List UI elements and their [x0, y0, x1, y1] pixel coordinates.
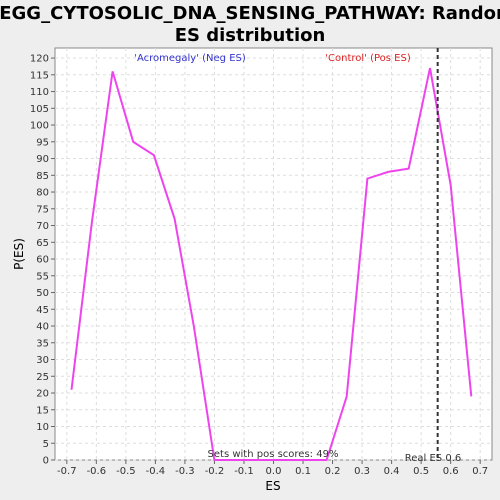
x-tick-label: -0.1 — [234, 466, 254, 477]
x-tick-label: 0.0 — [266, 466, 282, 477]
x-tick-label: -0.3 — [175, 466, 195, 477]
es-distribution-line — [70, 67, 473, 461]
y-tick-label: 75 — [36, 204, 49, 215]
y-tick-label: 70 — [36, 221, 49, 232]
y-tick-label: 0 — [43, 456, 49, 467]
x-tick-label: -0.6 — [87, 466, 107, 477]
real-es-annotation: Real ES 0.6 — [405, 453, 461, 464]
pos-es-label: 'Control' (Pos ES) — [325, 53, 411, 64]
x-tick-label: 0.2 — [325, 466, 341, 477]
y-tick-label: 100 — [30, 121, 49, 132]
y-tick-label: 45 — [36, 305, 49, 316]
y-tick-label: 50 — [36, 288, 49, 299]
y-tick-label: 20 — [36, 389, 49, 400]
x-tick-label: -0.5 — [116, 466, 136, 477]
y-tick-label: 30 — [36, 355, 49, 366]
chart-title-line2: ES distribution — [175, 25, 326, 46]
pos-scores-annotation: Sets with pos scores: 49% — [208, 449, 339, 460]
x-tick-label: 0.7 — [472, 466, 488, 477]
y-axis-label: P(ES) — [12, 238, 26, 270]
y-tick-label: 105 — [30, 104, 49, 115]
y-tick-label: 95 — [36, 137, 49, 148]
y-tick-label: 65 — [36, 238, 49, 249]
x-tick-label: -0.7 — [57, 466, 77, 477]
y-tick-label: 110 — [30, 87, 49, 98]
y-tick-label: 10 — [36, 422, 49, 433]
y-tick-label: 55 — [36, 271, 49, 282]
x-tick-label: -0.2 — [205, 466, 225, 477]
y-tick-label: 85 — [36, 171, 49, 182]
x-tick-label: 0.6 — [443, 466, 459, 477]
grid — [55, 48, 492, 461]
y-tick-label: 15 — [36, 405, 49, 416]
y-tick-label: 120 — [30, 54, 49, 65]
x-tick-label: -0.4 — [146, 466, 166, 477]
y-tick-label: 5 — [43, 439, 49, 450]
x-axis-ticks: -0.7 -0.6 -0.5 -0.4 -0.3 -0.2 -0.1 0.0 0.1 0.2 0.3… — [57, 460, 488, 477]
x-tick-label: 0.3 — [354, 466, 370, 477]
neg-es-label: 'Acromegaly' (Neg ES) — [134, 53, 246, 64]
y-tick-label: 35 — [36, 338, 49, 349]
y-tick-label: 115 — [30, 70, 49, 81]
x-tick-label: 0.4 — [384, 466, 400, 477]
y-axis-ticks: 0 5 10 15 20 25 30 35 40 45 50 55 60 65 70 75 80 85 90 95 10… — [30, 54, 55, 467]
y-tick-label: 80 — [36, 188, 49, 199]
y-tick-label: 90 — [36, 154, 49, 165]
x-axis-label: ES — [265, 479, 280, 493]
y-tick-label: 25 — [36, 372, 49, 383]
y-tick-label: 60 — [36, 255, 49, 266]
x-tick-label: 0.1 — [295, 466, 311, 477]
chart-title-line1: KEGG_CYTOSOLIC_DNA_SENSING_PATHWAY: Rand… — [0, 3, 500, 24]
x-tick-label: 0.5 — [413, 466, 429, 477]
y-tick-label: 40 — [36, 322, 49, 333]
